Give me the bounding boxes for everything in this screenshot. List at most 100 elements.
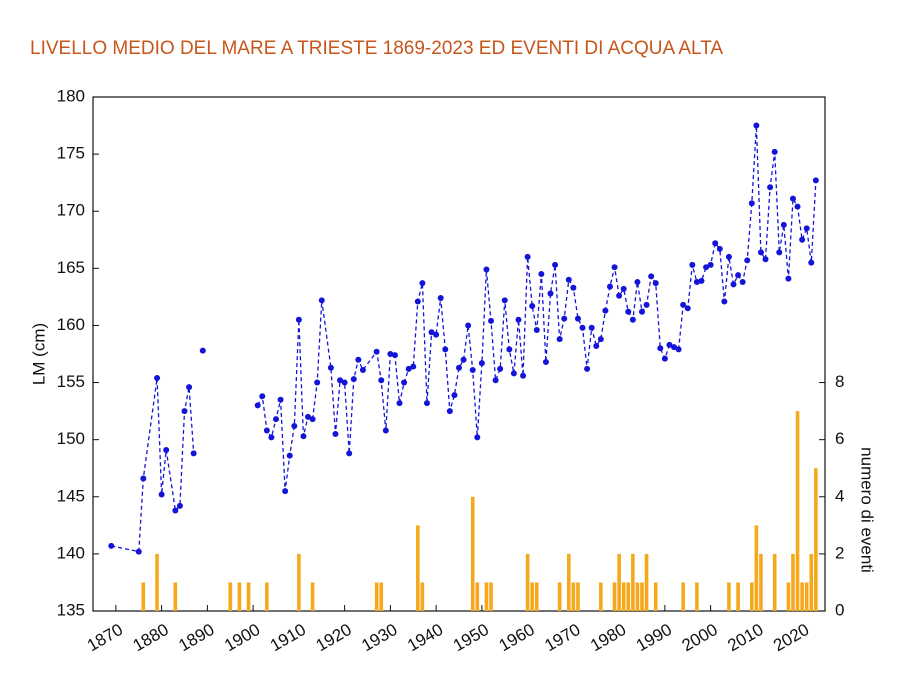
event-bar xyxy=(727,582,731,611)
sea-level-point xyxy=(506,346,513,353)
event-bar xyxy=(612,582,617,611)
sea-level-point xyxy=(771,148,778,155)
sea-level-point xyxy=(744,257,751,264)
x-tick-label: 1950 xyxy=(450,620,492,655)
event-bar xyxy=(754,525,759,611)
sea-level-point xyxy=(785,275,792,282)
x-tick-label: 1880 xyxy=(130,620,172,655)
event-bar xyxy=(525,553,530,611)
sea-level-point xyxy=(547,290,554,297)
y-axis-label: LM (cm) xyxy=(29,323,48,385)
sea-level-point xyxy=(135,548,142,555)
event-bar xyxy=(621,582,626,611)
sea-level-point xyxy=(359,366,366,373)
event-bar xyxy=(750,582,754,611)
sea-level-point xyxy=(176,502,183,509)
y-tick-label: 180 xyxy=(57,86,85,105)
x-tick-label: 1870 xyxy=(84,620,126,655)
sea-level-point xyxy=(492,377,499,384)
sea-level-point xyxy=(643,301,650,308)
event-bar xyxy=(265,582,269,611)
sea-level-point xyxy=(465,322,472,329)
sea-level-point xyxy=(286,452,293,459)
sea-level-point xyxy=(474,434,481,441)
sea-level-point xyxy=(767,184,774,191)
sea-level-point xyxy=(803,225,810,232)
y2-tick-label: 0 xyxy=(835,600,844,619)
sea-level-point xyxy=(273,416,279,423)
sea-level-point xyxy=(588,324,595,331)
x-tick-label: 1890 xyxy=(175,620,217,655)
sea-level-point xyxy=(593,343,600,350)
x-tick-label: 1910 xyxy=(267,620,309,655)
sea-level-point xyxy=(396,400,403,407)
sea-level-point xyxy=(570,284,577,291)
event-bar xyxy=(567,553,571,611)
event-bar xyxy=(310,582,315,611)
sea-level-point xyxy=(263,427,270,434)
event-bar xyxy=(141,582,146,611)
sea-level-point xyxy=(405,365,412,372)
event-bar xyxy=(631,553,635,611)
plot-frame xyxy=(92,96,826,612)
event-bar xyxy=(470,496,475,611)
sea-level-point xyxy=(597,336,604,343)
event-bar xyxy=(237,582,242,611)
event-bar xyxy=(420,582,425,611)
x-tick-label: 1980 xyxy=(587,620,629,655)
sea-level-point xyxy=(721,298,728,305)
sea-level-point xyxy=(414,298,421,305)
x-tick-label: 1900 xyxy=(221,620,263,655)
event-bar xyxy=(576,582,580,611)
sea-level-point xyxy=(524,253,531,260)
sea-level-point xyxy=(689,261,696,268)
sea-level-point xyxy=(355,356,362,363)
sea-level-point xyxy=(753,122,760,129)
sea-level-point xyxy=(533,327,540,334)
y-tick-label: 135 xyxy=(57,600,85,619)
sea-level-point xyxy=(423,400,430,407)
sea-level-point xyxy=(268,434,275,441)
x-tick-label: 1920 xyxy=(313,620,355,655)
y-tick-label: 175 xyxy=(57,144,85,163)
sea-level-line xyxy=(111,125,817,553)
event-bar xyxy=(681,582,685,611)
sea-level-point xyxy=(625,308,632,315)
y-tick-label: 140 xyxy=(57,543,85,562)
sea-level-point xyxy=(789,195,796,202)
sea-level-point xyxy=(684,305,691,312)
sea-level-point xyxy=(579,324,586,331)
y-tick-label: 165 xyxy=(57,258,85,277)
sea-level-point xyxy=(616,292,623,299)
sea-level-point xyxy=(501,297,508,304)
sea-level-point xyxy=(776,249,783,256)
sea-level-point xyxy=(542,358,549,365)
sea-level-point xyxy=(556,336,563,343)
sea-level-point xyxy=(639,308,645,315)
sea-level-point xyxy=(108,542,115,549)
sea-level-point xyxy=(460,356,467,363)
event-bar xyxy=(814,468,818,611)
sea-level-point xyxy=(483,266,490,273)
sea-level-point xyxy=(419,280,426,287)
sea-level-point xyxy=(451,392,458,399)
sea-level-point xyxy=(602,307,609,314)
sea-level-point xyxy=(478,360,485,367)
sea-level-point xyxy=(373,348,380,355)
event-bar xyxy=(695,582,699,611)
sea-level-point xyxy=(401,379,408,386)
event-bar xyxy=(530,582,534,611)
sea-level-point xyxy=(652,280,659,287)
sea-level-point xyxy=(725,253,732,260)
sea-level-point xyxy=(456,364,462,371)
sea-level-point xyxy=(497,365,504,372)
sea-level-point xyxy=(675,346,682,353)
sea-level-point xyxy=(382,427,389,434)
sea-level-point xyxy=(254,402,261,409)
event-bar xyxy=(772,553,777,611)
sea-level-point xyxy=(190,450,197,457)
sea-level-point xyxy=(671,344,678,351)
sea-level-point xyxy=(158,491,165,498)
event-bar xyxy=(416,525,420,611)
